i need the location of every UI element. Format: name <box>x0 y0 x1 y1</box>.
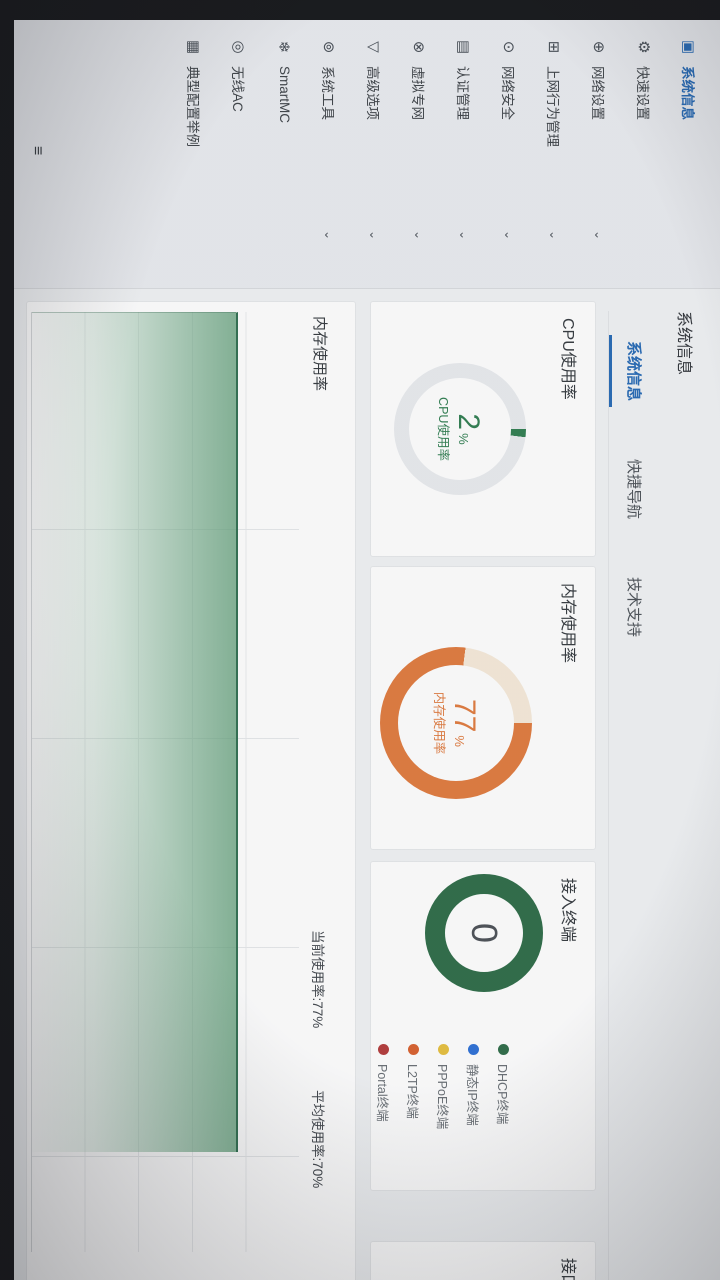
memory-history-title: 内存使用率 <box>311 316 328 392</box>
id-card-icon: ▤ <box>455 39 473 55</box>
chevron-down-icon: ⌄ <box>592 229 607 240</box>
document-star-icon: ▦ <box>185 39 203 55</box>
cpu-value: 2 <box>451 413 485 431</box>
sidebar-item-network-security[interactable]: ⊙ 网络安全 ⌄ <box>487 20 532 288</box>
sidebar-item-wireless-ac[interactable]: ◎ 无线AC ⌄ <box>217 20 262 288</box>
chevron-down-icon: ⌄ <box>502 229 517 240</box>
cpu-unit: % <box>455 433 471 445</box>
dhcp-dot-icon <box>498 1044 510 1055</box>
memory-gauge: 77% 内存使用率 <box>380 647 532 799</box>
sidebar-item-system-info[interactable]: ▣ 系统信息 ⌄ <box>667 20 712 288</box>
cpu-card-title: CPU使用率 <box>559 318 576 400</box>
memory-area-chart <box>31 312 299 1252</box>
legend-label: L2TP终端 <box>405 1064 420 1119</box>
sidebar-nav: ▣ 系统信息 ⌄ ⚙ 快速设置 ⌄ ⊕ 网络设置 ⌄ ⊞ 上网行为管理 ⌄ ⊙ <box>172 20 720 288</box>
sidebar-collapse-icon[interactable]: ≡ <box>29 146 46 156</box>
sidebar-item-behavior-management[interactable]: ⊞ 上网行为管理 ⌄ <box>532 20 577 288</box>
filter-icon: ▽ <box>365 41 383 53</box>
memory-area-series <box>32 312 238 1152</box>
sidebar-item-smartmc[interactable]: ❄ SmartMC ⌄ <box>262 20 307 288</box>
legend-item-static-ip[interactable]: 静态IP终端 <box>459 1044 489 1129</box>
sidebar-item-network-settings[interactable]: ⊕ 网络设置 ⌄ <box>577 20 622 288</box>
tab-bar: 系统信息 快捷导航 技术支持 <box>608 311 656 1280</box>
sidebar-item-config-examples[interactable]: ▦ 典型配置举例 ⌄ <box>172 20 217 288</box>
sidebar-item-label: 快速设置 <box>635 66 651 120</box>
memory-unit: % <box>451 735 467 747</box>
static-ip-dot-icon <box>468 1044 480 1055</box>
main-content: 系统信息 系统信息 快捷导航 技术支持 CPU使用率 2% CPU使用率 内存使… <box>14 288 720 1280</box>
memory-usage-card: 内存使用率 77% 内存使用率 <box>370 566 596 850</box>
chevron-down-icon: ⌄ <box>457 229 472 240</box>
sidebar-item-label: 网络安全 <box>500 66 516 120</box>
sidebar-item-advanced-options[interactable]: ▽ 高级选项 ⌄ <box>352 20 397 288</box>
portal-dot-icon <box>378 1044 390 1055</box>
wifi-rings-icon: ◎ <box>230 40 248 54</box>
sidebar-item-quick-setup[interactable]: ⚙ 快速设置 ⌄ <box>622 20 667 288</box>
memory-card-title: 内存使用率 <box>559 583 576 664</box>
interface-card-title: 接口 <box>559 1258 576 1280</box>
chevron-down-icon: ⌄ <box>412 229 427 240</box>
sidebar-item-label: 典型配置举例 <box>185 66 201 147</box>
sidebar-item-label: 虚拟专网 <box>410 66 426 120</box>
monitor-icon: ⊞ <box>545 40 563 54</box>
screen-bezel-bottom <box>0 0 14 1280</box>
terminals-card-title: 接入终端 <box>559 878 576 943</box>
memory-value: 77 <box>447 699 481 733</box>
memory-gauge-label: 内存使用率 <box>431 691 446 755</box>
chevron-down-icon: ⌄ <box>367 229 382 240</box>
legend-item-l2tp[interactable]: L2TP终端 <box>399 1044 429 1129</box>
cpu-usage-card: CPU使用率 2% CPU使用率 <box>370 301 596 557</box>
terminals-count: 0 <box>464 922 505 944</box>
sidebar-item-label: 系统工具 <box>320 66 336 120</box>
average-usage-stat: 平均使用率:70% <box>310 1090 325 1189</box>
memory-gauge-center: 77% 内存使用率 <box>380 647 532 799</box>
current-usage-stat: 当前使用率:77% <box>310 930 325 1029</box>
snowflake-icon: ❄ <box>275 40 293 54</box>
page-title: 系统信息 <box>675 311 692 376</box>
tab-system-info[interactable]: 系统信息 <box>609 335 656 408</box>
sidebar-item-label: 高级选项 <box>365 66 381 120</box>
terminals-legend: DHCP终端 静态IP终端 PPPoE终端 L2TP终端 Portal终端 <box>369 1044 519 1129</box>
shield-globe-icon: ⊙ <box>500 40 518 54</box>
tab-quick-nav[interactable]: 快捷导航 <box>625 459 642 520</box>
globe-icon: ⊕ <box>590 40 608 54</box>
sidebar-item-label: SmartMC <box>277 66 292 123</box>
interface-card: 接口 <box>370 1241 596 1280</box>
chart-gridline <box>32 1156 299 1157</box>
chevron-down-icon: ⌄ <box>322 229 337 240</box>
tab-tech-support[interactable]: 技术支持 <box>625 577 642 638</box>
legend-label: Portal终端 <box>375 1064 390 1122</box>
legend-item-pppoe[interactable]: PPPoE终端 <box>429 1044 459 1129</box>
sidebar-item-label: 认证管理 <box>455 66 471 120</box>
memory-history-card: 内存使用率 当前使用率:77% 平均使用率:70% <box>26 301 356 1280</box>
terminals-ring: 0 <box>425 874 543 992</box>
wrench-icon: ⊚ <box>320 40 338 54</box>
legend-item-portal[interactable]: Portal终端 <box>369 1044 399 1129</box>
pppoe-dot-icon <box>438 1044 450 1055</box>
sidebar-item-label: 网络设置 <box>590 66 606 120</box>
sidebar-item-auth-management[interactable]: ▤ 认证管理 ⌄ <box>442 20 487 288</box>
sidebar-item-system-tools[interactable]: ⊚ 系统工具 ⌄ <box>307 20 352 288</box>
legend-label: DHCP终端 <box>495 1064 510 1125</box>
sidebar-item-label: 上网行为管理 <box>545 66 561 147</box>
sidebar-item-label: 无线AC <box>230 66 246 112</box>
cpu-gauge: 2% CPU使用率 <box>394 363 526 495</box>
legend-label: 静态IP终端 <box>465 1064 480 1126</box>
chevron-down-icon: ⌄ <box>547 229 562 240</box>
sidebar-item-vpn[interactable]: ⊗ 虚拟专网 ⌄ <box>397 20 442 288</box>
globe-lock-icon: ⊗ <box>410 40 428 54</box>
sidebar-item-label: 系统信息 <box>680 66 696 120</box>
cpu-gauge-label: CPU使用率 <box>435 397 450 461</box>
system-info-icon: ▣ <box>680 39 698 55</box>
gear-icon: ⚙ <box>635 40 653 54</box>
sidebar: ▣ 系统信息 ⌄ ⚙ 快速设置 ⌄ ⊕ 网络设置 ⌄ ⊞ 上网行为管理 ⌄ ⊙ <box>14 20 720 288</box>
screen-bezel-left <box>0 0 720 20</box>
legend-label: PPPoE终端 <box>435 1064 450 1130</box>
terminals-card: 接入终端 0 DHCP终端 静态IP终端 PPPoE终端 <box>370 861 596 1191</box>
legend-item-dhcp[interactable]: DHCP终端 <box>489 1044 519 1129</box>
cpu-gauge-center: 2% CPU使用率 <box>394 363 526 495</box>
l2tp-dot-icon <box>408 1044 420 1055</box>
